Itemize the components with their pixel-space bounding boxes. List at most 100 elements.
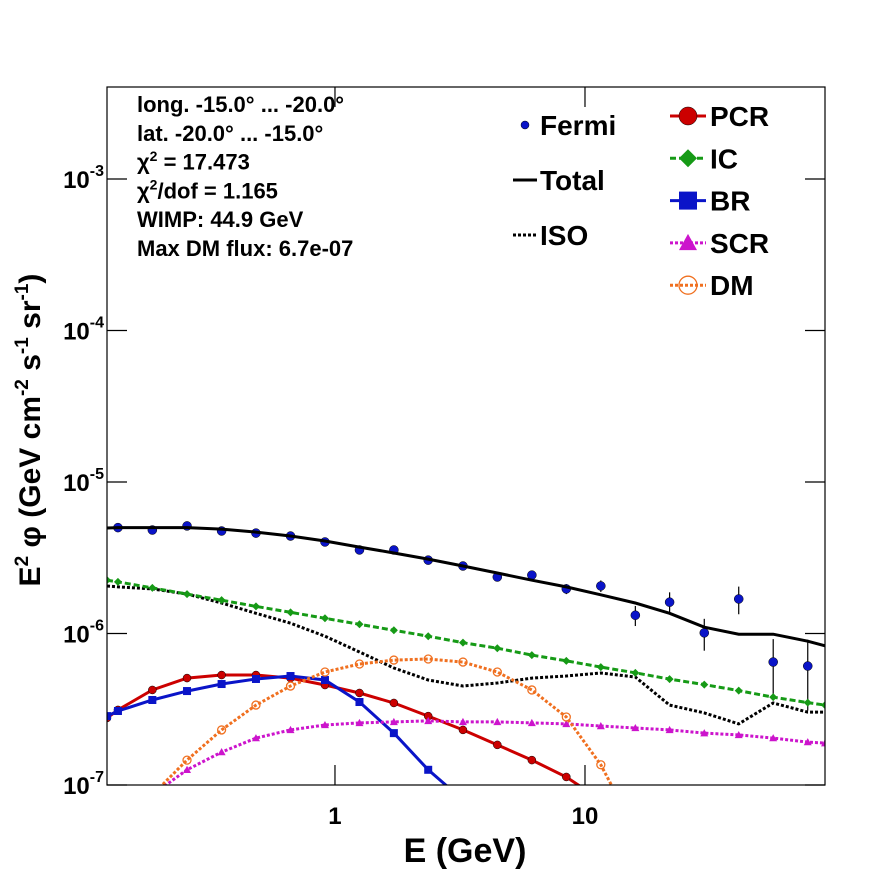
data-point [664,597,675,607]
series-marker [182,755,192,765]
series-marker [821,701,825,710]
legend-marker [678,275,698,295]
data-point [630,610,641,620]
series-marker [423,654,433,664]
series-marker [665,675,674,684]
tick-base: 10 [63,470,90,497]
series-marker [285,681,296,691]
series-marker [821,739,825,747]
superscript: 2 [12,556,33,567]
series-marker [596,722,605,730]
series-marker [320,667,330,677]
series-marker [734,730,743,739]
series-marker [493,740,502,750]
series-marker [562,719,571,728]
annotation: Max DM flux: 6.7e-07 [137,236,353,261]
tick-base: 10 [63,167,90,194]
y-tick-label: 10-7 [63,769,104,800]
series-marker [596,663,605,672]
series-marker [107,576,111,585]
series-marker [251,602,260,611]
series-marker [216,725,227,735]
series-marker [527,755,537,765]
legend-label: IC [710,143,738,174]
text-part: /dof = 1.165 [157,178,277,203]
series-marker [217,596,226,605]
series-marker [562,772,571,782]
legend-marker [679,233,697,251]
text-part: ) [14,274,47,284]
legend-marker [679,191,697,210]
legend-label: Fermi [540,110,616,141]
text-part: = 17.473 [157,150,249,175]
series-marker [320,720,329,729]
tick-exponent: -6 [90,618,104,635]
text-part: χ [137,178,150,203]
series-marker [734,686,743,695]
annotation: lat. -20.0° ... -15.0° [137,121,323,146]
series-marker [251,734,260,742]
series-marker [182,673,192,683]
series-marker [286,725,295,734]
legend-label: ISO [540,220,588,251]
series-marker [183,687,192,696]
series-marker [217,748,226,756]
series-marker [596,760,606,770]
series-marker [527,651,536,660]
series-marker [217,680,226,689]
text-part: sr [14,300,47,337]
annotation: χ2/dof = 1.165 [137,177,278,204]
series-marker [217,670,226,680]
series-marker [113,577,122,586]
legend-label: SCR [710,228,769,259]
series-marker [665,725,674,734]
x-tick-label: 1 [328,803,341,830]
series-marker [458,657,468,667]
series-marker [769,693,778,702]
series-marker [493,644,502,653]
text-part: WIMP: 44.9 GeV [137,207,304,232]
series-line [107,674,449,785]
text-part: E [14,566,47,586]
tick-exponent: -3 [90,163,104,180]
series-marker [561,712,571,722]
annotation: long. -15.0° ... -20.0° [137,92,344,117]
x-axis-title: E (GeV) [404,832,527,870]
y-tick-label: 10-5 [63,466,104,497]
x-tick-label: 10 [572,803,599,830]
series-marker [148,583,157,592]
series-line [107,673,582,785]
text-part: long. -15.0° ... -20.0° [137,92,344,117]
data-point [699,628,710,638]
series-marker [424,632,433,641]
series-marker [700,729,709,737]
legend-marker [679,149,697,168]
superscript: -2 [12,379,33,396]
series-marker [389,655,399,665]
series-marker [389,729,398,738]
data-point [768,657,778,667]
series-marker [355,620,364,629]
annotation: χ2 = 17.473 [137,148,250,175]
series-marker [107,712,111,721]
series-marker [355,698,364,707]
tick-base: 10 [63,773,90,800]
y-tick-label: 10-6 [63,618,104,649]
annotation: WIMP: 44.9 GeV [137,207,304,232]
tick-exponent: -7 [90,769,104,786]
series-marker [389,717,398,726]
series-marker [251,700,261,710]
series-marker [424,716,433,725]
series-marker [286,608,295,617]
series-marker [700,680,709,689]
series-marker [458,725,468,735]
series-line [160,657,614,785]
superscript: 2 [150,148,158,164]
series-marker [631,668,640,677]
superscript: -1 [12,283,33,300]
series-marker [631,723,640,732]
series-marker [493,717,502,726]
series-marker [148,695,157,704]
